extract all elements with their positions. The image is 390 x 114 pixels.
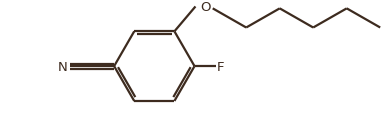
Text: O: O — [200, 1, 210, 14]
Text: F: F — [217, 60, 225, 73]
Text: N: N — [57, 60, 67, 73]
